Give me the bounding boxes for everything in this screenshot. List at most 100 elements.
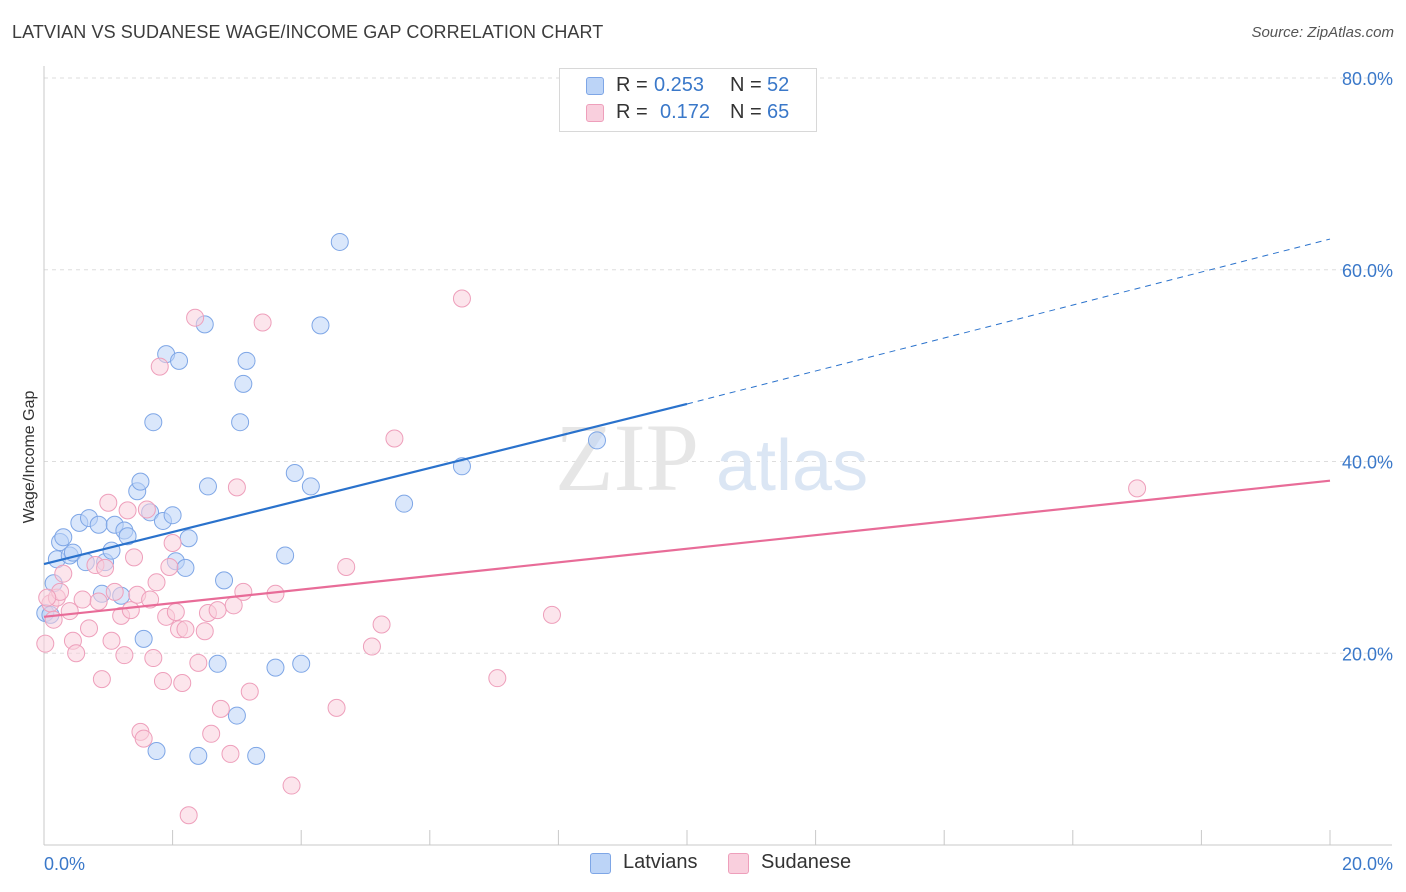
latvians-point	[189, 746, 208, 765]
sudanese-point	[141, 590, 160, 609]
sudanese-point	[211, 699, 230, 718]
sudanese-point	[176, 620, 195, 639]
sudanese-point	[189, 653, 208, 672]
sudanese-point	[224, 596, 243, 615]
sudanese-point	[67, 644, 86, 663]
sudanese-point	[208, 601, 227, 620]
watermark-zip: ZIP	[555, 404, 699, 511]
latvians-point	[266, 658, 285, 677]
latvians-trend-extension	[686, 238, 1331, 405]
sudanese-point	[166, 603, 185, 622]
sudanese-swatch	[586, 104, 604, 122]
sudanese-point	[150, 357, 169, 376]
sudanese-point	[163, 533, 182, 552]
sudanese-point	[134, 729, 153, 748]
latvians-point	[395, 494, 414, 513]
sudanese-point	[147, 573, 166, 592]
axes	[43, 66, 1392, 846]
sudanese-point	[80, 619, 99, 638]
sudanese-point	[73, 590, 92, 609]
latvians-point	[147, 742, 166, 761]
sudanese-point	[160, 557, 179, 576]
chart-title: LATVIAN VS SUDANESE WAGE/INCOME GAP CORR…	[12, 22, 604, 42]
sudanese-point	[125, 548, 144, 567]
sudanese-point	[195, 622, 214, 641]
latvians-point	[118, 527, 137, 546]
sudanese-point	[202, 724, 221, 743]
sudanese-point	[102, 631, 121, 650]
y-tick-label: 60.0%	[1342, 261, 1393, 281]
y-tick-label: 80.0%	[1342, 69, 1393, 89]
sudanese-point	[253, 313, 272, 332]
latvians-point	[179, 529, 198, 548]
sudanese-point	[240, 682, 259, 701]
sudanese-point	[173, 673, 192, 692]
sudanese-point	[227, 478, 246, 497]
latvians-point	[587, 431, 606, 450]
latvians-point	[231, 413, 250, 432]
sudanese-point	[186, 308, 205, 327]
n-value: 52	[767, 74, 790, 96]
sudanese-point	[221, 744, 240, 763]
latvians-point	[176, 558, 195, 577]
sudanese-point	[144, 649, 163, 668]
trend-lines	[43, 238, 1331, 618]
sudanese-point	[452, 289, 471, 308]
sudanese-point	[327, 698, 346, 717]
sudanese-trend-line	[43, 479, 1331, 618]
watermark: ZIP atlas	[555, 404, 868, 511]
latvians-legend-label: Latvians	[623, 851, 698, 873]
data-points	[36, 232, 1147, 825]
r-label: R =	[616, 101, 648, 123]
sudanese-point	[179, 806, 198, 825]
latvians-point	[208, 654, 227, 673]
sudanese-point	[362, 637, 381, 656]
x-tick-label: 0.0%	[44, 854, 85, 874]
latvians-legend-swatch	[590, 853, 611, 874]
latvians-point	[311, 316, 330, 335]
sudanese-point	[542, 605, 561, 624]
sudanese-point	[99, 493, 118, 512]
sudanese-point	[115, 646, 134, 665]
r-label: R =	[616, 74, 648, 96]
latvians-point	[276, 546, 295, 565]
gridlines	[44, 77, 1392, 654]
latvians-point	[234, 374, 253, 393]
latvians-point	[198, 477, 217, 496]
sudanese-point	[36, 634, 55, 653]
sudanese-point	[89, 592, 108, 611]
n-label: N =	[730, 101, 762, 123]
sudanese-point	[92, 670, 111, 689]
sudanese-point	[385, 429, 404, 448]
latvians-point	[330, 232, 349, 251]
n-value: 65	[767, 101, 790, 123]
chart-source: Source: ZipAtlas.com	[1251, 24, 1394, 41]
latvians-point	[131, 472, 150, 491]
y-axis-title: Wage/Income Gap	[21, 391, 38, 524]
latvians-point	[163, 506, 182, 525]
n-label: N =	[730, 74, 762, 96]
sudanese-point	[372, 615, 391, 634]
tick-labels: 20.0% 40.0% 60.0% 80.0% 0.0% 20.0% Wage/Income…	[21, 69, 1393, 874]
latvians-point	[134, 629, 153, 648]
r-value: 0.172	[660, 101, 711, 123]
sudanese-point	[1128, 479, 1147, 498]
sudanese-point	[121, 601, 140, 620]
latvians-trend-line	[43, 402, 688, 566]
watermark-atlas: atlas	[716, 426, 868, 506]
x-tick-label: 20.0%	[1342, 854, 1393, 874]
latvians-point	[247, 746, 266, 765]
latvians-point	[227, 706, 246, 725]
sudanese-point	[118, 501, 137, 520]
latvians-point	[285, 464, 304, 483]
sudanese-point	[488, 669, 507, 688]
latvians-point	[54, 528, 73, 547]
sudanese-point	[96, 558, 115, 577]
stats-legend: R = 0.253 N = 52 R = 0.172 N = 65	[559, 68, 817, 132]
latvians-point	[215, 571, 234, 590]
latvians-point	[301, 477, 320, 496]
latvians-swatch	[586, 77, 604, 95]
sudanese-legend-label: Sudanese	[761, 851, 852, 873]
sudanese-legend-swatch	[728, 853, 749, 874]
